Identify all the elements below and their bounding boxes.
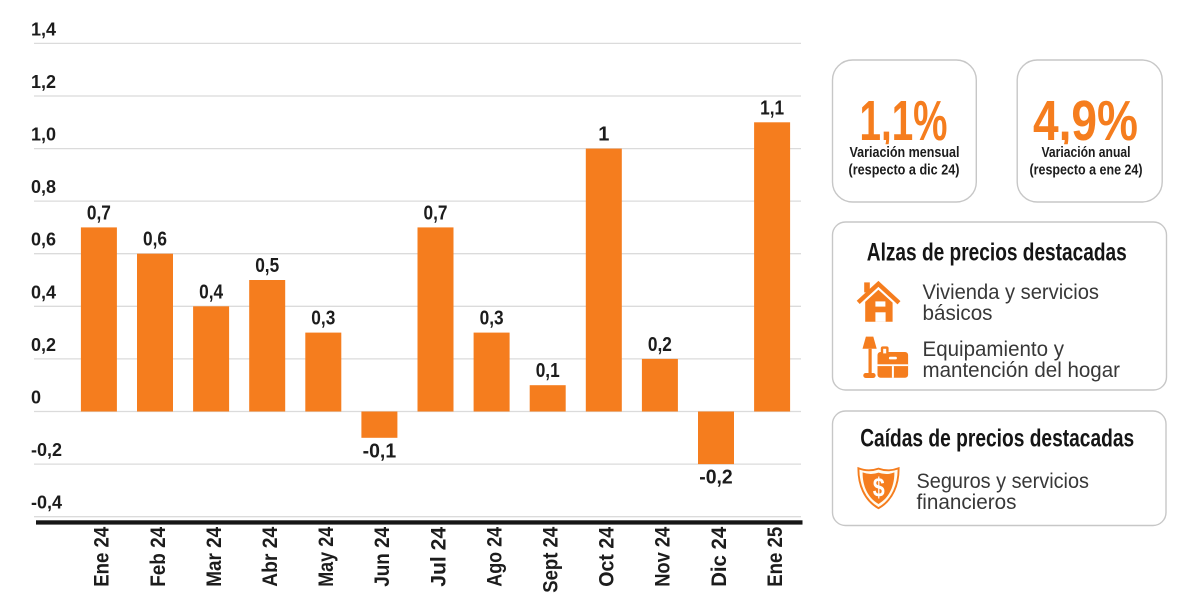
- svg-text:Jul 24: Jul 24: [426, 527, 450, 587]
- svg-text:Equipamiento y: Equipamiento y: [923, 338, 1065, 361]
- svg-text:Vivienda y servicios: Vivienda y servicios: [923, 281, 1100, 304]
- svg-text:Feb 24: Feb 24: [146, 527, 170, 587]
- svg-text:Dic 24: Dic 24: [707, 527, 731, 587]
- svg-text:0,6: 0,6: [143, 229, 167, 251]
- svg-text:Ene 24: Ene 24: [90, 527, 114, 587]
- svg-text:(respecto a ene 24): (respecto a ene 24): [1030, 163, 1143, 179]
- svg-text:Variación anual: Variación anual: [1042, 145, 1131, 161]
- svg-text:1,0: 1,0: [31, 125, 56, 145]
- svg-text:0,2: 0,2: [31, 335, 56, 355]
- svg-text:4,9%: 4,9%: [1033, 89, 1138, 153]
- svg-text:$: $: [873, 473, 885, 503]
- svg-text:Nov 24: Nov 24: [651, 527, 675, 587]
- svg-text:financieros: financieros: [917, 491, 1017, 514]
- svg-text:0: 0: [31, 388, 41, 408]
- svg-text:Abr 24: Abr 24: [258, 527, 282, 587]
- svg-text:1,2: 1,2: [31, 72, 56, 92]
- svg-text:mantención del hogar: mantención del hogar: [923, 359, 1121, 382]
- svg-text:0,1: 0,1: [536, 360, 560, 382]
- svg-text:Seguros y servicios: Seguros y servicios: [917, 470, 1090, 493]
- svg-text:-0,4: -0,4: [31, 493, 62, 513]
- svg-text:Caídas de precios destacadas: Caídas de precios destacadas: [860, 425, 1134, 453]
- svg-text:básicos: básicos: [923, 302, 993, 325]
- svg-text:(respecto a dic 24): (respecto a dic 24): [849, 163, 960, 179]
- svg-text:0,8: 0,8: [31, 177, 56, 197]
- svg-text:1: 1: [598, 124, 609, 146]
- svg-text:0,7: 0,7: [424, 202, 448, 224]
- svg-text:Oct 24: Oct 24: [595, 527, 619, 587]
- svg-text:1,1: 1,1: [760, 97, 784, 119]
- svg-text:0,3: 0,3: [311, 308, 335, 330]
- svg-text:Mar 24: Mar 24: [202, 527, 226, 587]
- svg-text:-0,2: -0,2: [31, 440, 62, 460]
- svg-text:Jun 24: Jun 24: [370, 527, 394, 587]
- svg-text:0,2: 0,2: [648, 334, 672, 356]
- svg-text:0,7: 0,7: [87, 202, 111, 224]
- svg-text:May 24: May 24: [314, 527, 338, 587]
- svg-text:Variación mensual: Variación mensual: [850, 145, 960, 161]
- svg-text:1,1%: 1,1%: [860, 89, 948, 153]
- svg-text:1,4: 1,4: [31, 19, 56, 39]
- svg-text:Ene 25: Ene 25: [763, 527, 787, 587]
- svg-text:-0,2: -0,2: [699, 467, 733, 489]
- svg-text:Sept 24: Sept 24: [539, 527, 563, 593]
- svg-text:0,3: 0,3: [480, 308, 504, 330]
- svg-text:Ago 24: Ago 24: [482, 527, 506, 587]
- svg-text:-0,1: -0,1: [363, 440, 397, 462]
- svg-text:0,4: 0,4: [31, 282, 56, 302]
- svg-text:0,4: 0,4: [199, 281, 224, 303]
- svg-text:0,6: 0,6: [31, 230, 56, 250]
- svg-text:0,5: 0,5: [255, 255, 279, 277]
- svg-text:Alzas de precios destacadas: Alzas de precios destacadas: [867, 238, 1127, 266]
